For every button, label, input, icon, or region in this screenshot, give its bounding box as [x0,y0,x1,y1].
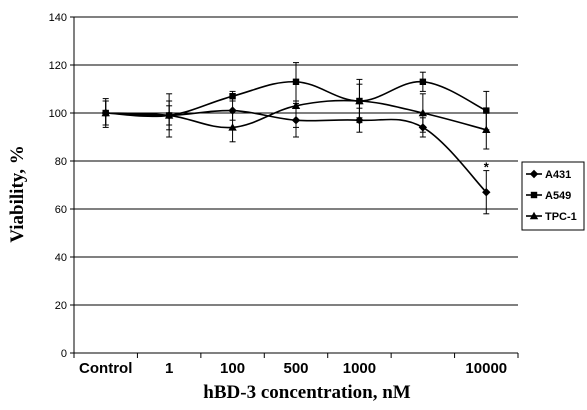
data-point [291,101,301,109]
annotations: * [484,159,490,174]
y-tick-label: 140 [49,12,67,24]
y-tick-labels: 0 20 40 60 80 100 120 140 [49,12,67,360]
legend-label: A549 [545,190,571,202]
x-category-label: Control [79,360,132,377]
y-tick-label: 80 [55,156,67,168]
x-category-label: 500 [283,360,308,377]
legend: A431 A549 TPC-1 [521,161,585,231]
y-tick-label: 40 [55,252,67,264]
y-tick-label: 60 [55,204,67,216]
legend-item: A431 [526,169,571,181]
data-point [418,108,428,117]
legend-marker [530,191,538,199]
legend-marker [529,169,539,179]
data-point [164,111,174,119]
x-category-label: 1 [165,360,173,377]
data-point [419,78,427,85]
series-group [101,62,491,215]
data-point [482,125,491,133]
gridlines [74,16,518,306]
x-category-label: 1000 [343,360,376,377]
y-axis-title: Viability, % [7,145,28,242]
data-point [101,108,110,117]
legend-label: TPC-1 [545,211,577,223]
x-category-label: 100 [220,360,245,377]
legend-item: TPC-1 [526,211,577,223]
axes [70,16,519,358]
y-tick-label: 100 [49,108,67,120]
data-point [292,78,300,85]
y-tick-label: 0 [61,348,67,360]
legend-item: A549 [526,190,571,202]
significance-marker: * [484,159,490,174]
data-point [482,188,491,197]
data-point [229,93,236,100]
y-tick-label: 20 [55,300,67,312]
series-tpc-1 [101,83,491,150]
data-point [228,123,237,131]
x-category-labels: Control 1 100 500 1000 10000 [79,360,507,377]
legend-marker [529,211,539,220]
x-category-label: 10000 [465,360,507,377]
x-axis-title: hBD-3 concentration, nM [203,382,410,403]
data-point [355,96,364,105]
y-tick-label: 120 [49,60,67,72]
legend-label: A431 [545,169,571,181]
